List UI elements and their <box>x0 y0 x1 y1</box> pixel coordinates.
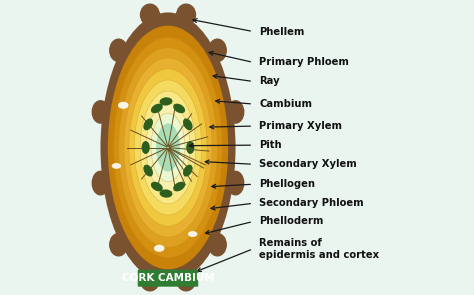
Ellipse shape <box>124 58 212 237</box>
Ellipse shape <box>144 165 153 177</box>
Text: Cambium: Cambium <box>259 99 312 109</box>
Ellipse shape <box>173 104 185 113</box>
Ellipse shape <box>142 141 150 154</box>
Ellipse shape <box>108 26 228 269</box>
Ellipse shape <box>140 270 159 291</box>
Ellipse shape <box>92 101 109 123</box>
Ellipse shape <box>118 102 128 109</box>
Ellipse shape <box>146 103 190 192</box>
Ellipse shape <box>110 39 128 61</box>
Ellipse shape <box>186 141 194 154</box>
Ellipse shape <box>118 48 217 247</box>
Ellipse shape <box>160 189 173 198</box>
Ellipse shape <box>140 4 159 25</box>
Ellipse shape <box>177 4 195 25</box>
Text: Remains of
epidermis and cortex: Remains of epidermis and cortex <box>259 238 379 260</box>
Ellipse shape <box>151 113 185 182</box>
Ellipse shape <box>151 104 163 113</box>
Text: Phellogen: Phellogen <box>259 179 315 189</box>
Ellipse shape <box>110 234 128 256</box>
Ellipse shape <box>183 165 192 177</box>
Ellipse shape <box>183 118 192 130</box>
Ellipse shape <box>188 231 197 237</box>
Text: Secondary Phloem: Secondary Phloem <box>259 198 364 208</box>
Text: Phellem: Phellem <box>259 27 304 37</box>
Ellipse shape <box>177 270 195 291</box>
Ellipse shape <box>209 39 226 61</box>
Ellipse shape <box>114 37 222 258</box>
Ellipse shape <box>140 91 196 204</box>
Text: Pith: Pith <box>259 140 282 150</box>
FancyBboxPatch shape <box>138 270 198 287</box>
Ellipse shape <box>112 163 121 169</box>
Ellipse shape <box>154 245 164 252</box>
Text: Primary Phloem: Primary Phloem <box>259 57 349 67</box>
Ellipse shape <box>227 171 244 195</box>
Ellipse shape <box>160 97 173 106</box>
Ellipse shape <box>209 234 226 256</box>
Ellipse shape <box>173 182 185 191</box>
Text: CORK CAMBIUM: CORK CAMBIUM <box>122 273 214 283</box>
Text: Phelloderm: Phelloderm <box>259 217 323 227</box>
Ellipse shape <box>151 182 163 191</box>
Ellipse shape <box>134 80 202 215</box>
Text: Secondary Xylem: Secondary Xylem <box>259 159 357 169</box>
Text: Primary Xylem: Primary Xylem <box>259 121 342 131</box>
Ellipse shape <box>144 118 153 130</box>
Ellipse shape <box>100 12 236 283</box>
Ellipse shape <box>227 101 244 123</box>
Ellipse shape <box>92 171 109 195</box>
Ellipse shape <box>156 123 180 172</box>
Text: Ray: Ray <box>259 76 280 86</box>
Ellipse shape <box>129 69 207 226</box>
